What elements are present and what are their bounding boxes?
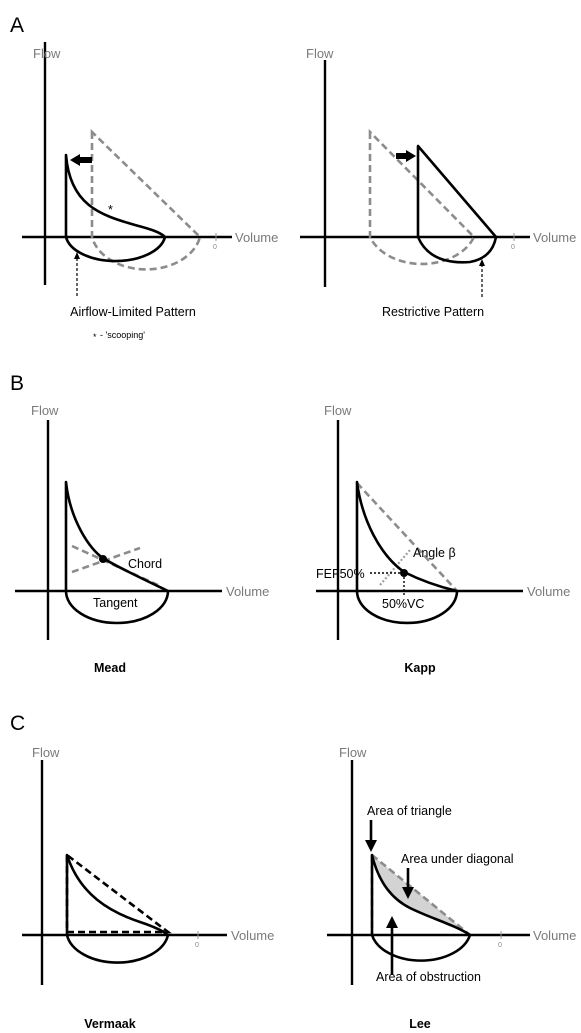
flow-axis-label: Flow: [339, 745, 367, 760]
label-angle-beta: Angle β: [413, 546, 456, 560]
note-star: *: [93, 332, 97, 342]
lee-loop: [370, 853, 472, 962]
volume-axis-label: Volume: [533, 230, 576, 245]
zero-tick-label: 0: [213, 244, 217, 251]
caption-lee: Lee: [409, 1017, 431, 1031]
volume-axis-label: Volume: [235, 230, 278, 245]
tangent-point: [99, 555, 107, 563]
panel-b-right-diagram: Flow Volume Angle β FEF50% 50%VC Kapp: [316, 403, 570, 675]
label-tangent: Tangent: [93, 596, 138, 610]
flow-axis-label: Flow: [324, 403, 352, 418]
note-scooping: - 'scooping': [100, 330, 145, 340]
zero-tick-label: 0: [511, 244, 515, 251]
diagonal-line: [371, 853, 471, 937]
label-50vc: 50%VC: [382, 597, 424, 611]
asterisk-mark: *: [108, 203, 113, 217]
flow-axis-label: Flow: [32, 745, 60, 760]
panel-c-left-diagram: Flow Volume 0 Vermaak: [22, 745, 274, 1031]
flow-axis-label: Flow: [31, 403, 59, 418]
up-arrow-icon: [74, 252, 80, 259]
caption-restrictive: Restrictive Pattern: [382, 305, 484, 319]
diagonal-line: [356, 482, 458, 592]
kapp-loop: [355, 480, 459, 625]
left-arrow-icon: [70, 154, 92, 166]
zero-tick-label: 0: [195, 942, 199, 949]
down-arrow-icon: [365, 840, 377, 852]
panel-letter-a: A: [10, 14, 24, 37]
label-area-triangle: Area of triangle: [367, 804, 452, 818]
up-arrow-icon: [386, 916, 398, 928]
caption-airflow-limited: Airflow-Limited Pattern: [70, 305, 196, 319]
down-arrow-icon: [402, 887, 414, 899]
caption-mead: Mead: [94, 661, 126, 675]
panel-a: A Flow Volume 0 * Airflow-Limited Patter…: [10, 14, 576, 342]
angle-line: [379, 549, 411, 586]
volume-axis-label: Volume: [226, 584, 269, 599]
panel-letter-b: B: [10, 372, 24, 395]
restrictive-loop: [416, 144, 498, 264]
panel-b-left-diagram: Flow Volume Chord Tangent Mead: [15, 403, 269, 675]
panel-b: B Flow Volume Chord Tangent Mead Flow Vo…: [10, 372, 570, 675]
panel-a-left-diagram: Flow Volume 0 * Airflow-Limited Pattern …: [22, 42, 278, 342]
label-area-diagonal: Area under diagonal: [401, 852, 514, 866]
volume-axis-label: Volume: [527, 584, 570, 599]
flow-axis-label: Flow: [33, 46, 61, 61]
mead-loop: [64, 480, 170, 625]
label-area-obstruction: Area of obstruction: [376, 970, 481, 984]
flow-axis-label: Flow: [306, 46, 334, 61]
caption-vermaak: Vermaak: [84, 1017, 135, 1031]
label-fef50: FEF50%: [316, 567, 365, 581]
caption-kapp: Kapp: [404, 661, 436, 675]
obstructive-loop: [64, 153, 167, 263]
reference-triangle: [65, 852, 172, 934]
panel-letter-c: C: [10, 712, 25, 735]
panel-c-right-diagram: Flow Volume 0 Area of triangle Area unde…: [327, 745, 576, 1031]
volume-axis-label: Volume: [231, 928, 274, 943]
vermaak-loop: [65, 853, 170, 964]
up-arrow-icon: [479, 259, 485, 266]
label-chord: Chord: [128, 557, 162, 571]
panel-c: C Flow Volume 0 Vermaak Flow Volume 0: [10, 712, 576, 1031]
zero-tick-label: 0: [498, 942, 502, 949]
normal-loop-dashed: [368, 128, 476, 266]
normal-loop-dashed: [90, 128, 202, 271]
shaded-area: [372, 855, 470, 935]
panel-a-right-diagram: Flow Volume 0 Restrictive Pattern: [300, 46, 576, 319]
volume-axis-label: Volume: [533, 928, 576, 943]
right-arrow-icon: [396, 150, 416, 162]
